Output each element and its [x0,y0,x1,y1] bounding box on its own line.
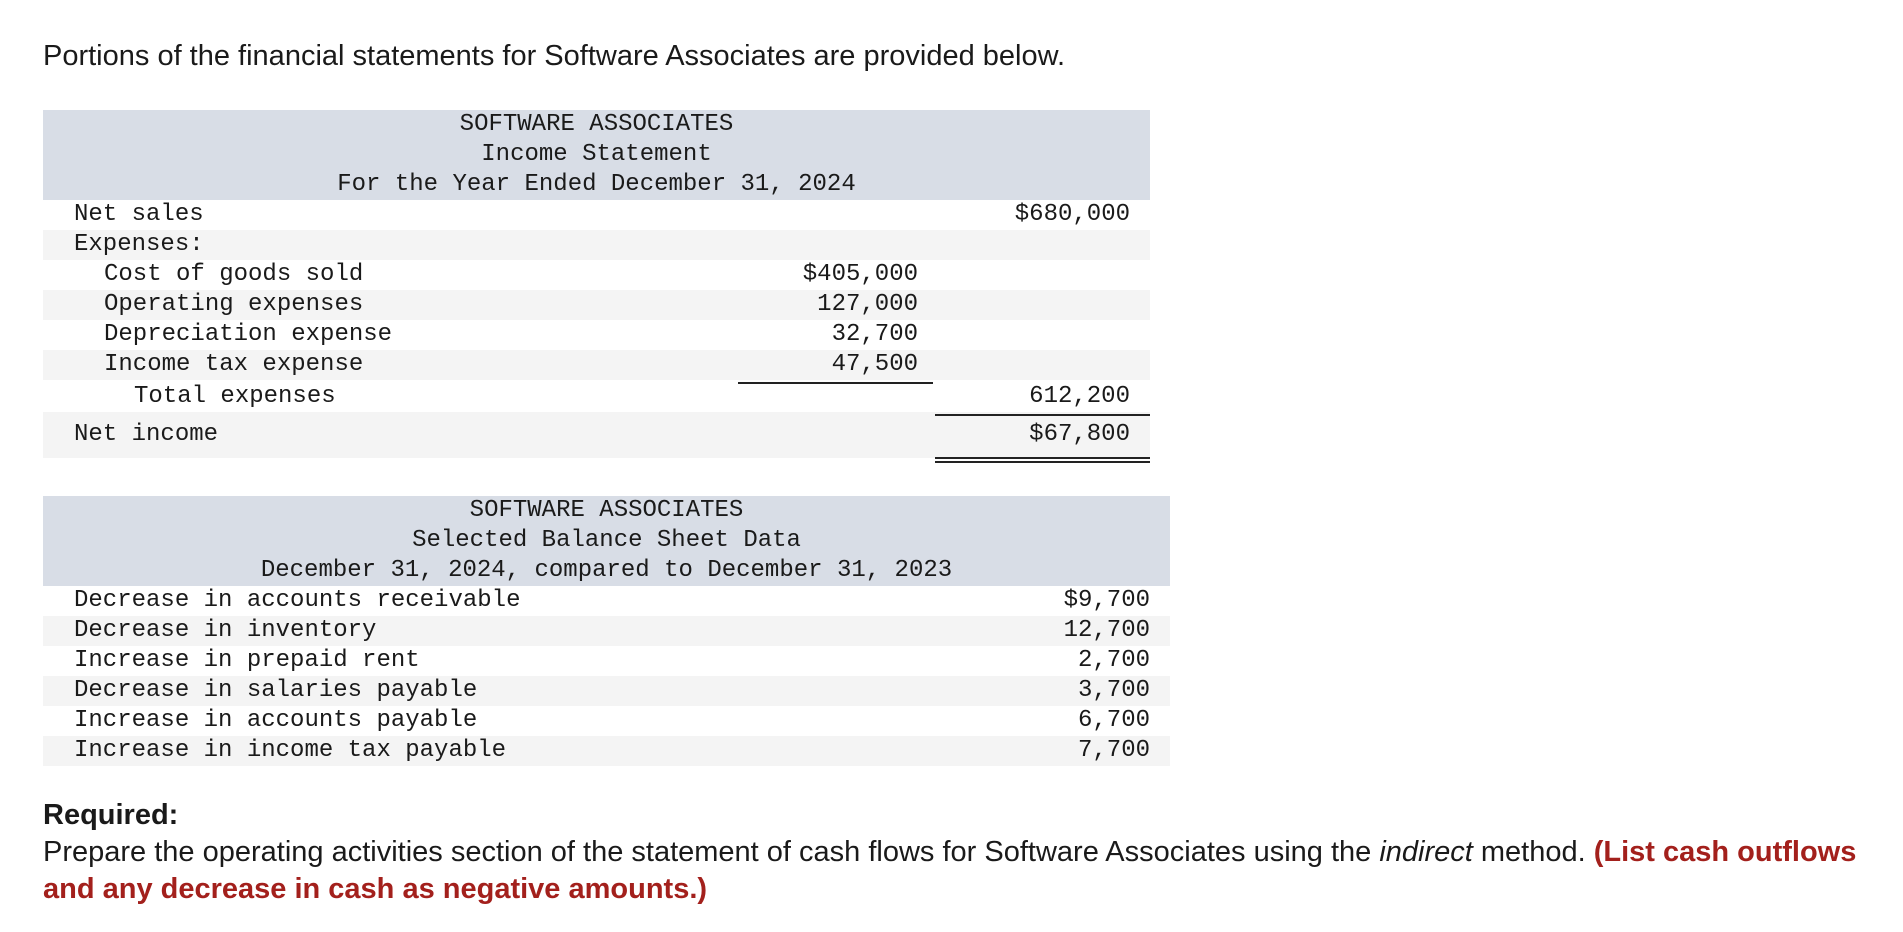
required-method: indirect [1379,836,1473,868]
balance-row: Decrease in inventory 12,700 [43,616,1170,646]
total-expenses-value: 612,200 [1029,383,1130,410]
balance-value: 12,700 [1063,617,1150,644]
company-name: SOFTWARE ASSOCIATES [459,111,734,138]
balance-sheet-header: SOFTWARE ASSOCIATES Selected Balance She… [43,496,1170,586]
balance-row: Decrease in accounts receivable $9,700 [43,586,1170,616]
income-statement-header: SOFTWARE ASSOCIATES Income Statement For… [43,110,1150,200]
balance-label: Decrease in accounts receivable [74,587,521,614]
required-note: (List cash outflows and any decrease in … [43,836,1857,905]
required-title: Required: [43,799,179,831]
statement-title: Income Statement [481,141,712,168]
net-income-label: Net income [74,421,219,448]
balance-value: 2,700 [1077,647,1150,674]
income-statement-table: SOFTWARE ASSOCIATES Income Statement For… [43,110,1150,458]
balance-row: Increase in income tax payable 7,700 [43,736,1170,766]
balance-row: Decrease in salaries payable 3,700 [43,676,1170,706]
net-income-row: Net income $67,800 [43,412,1150,458]
balance-label: Increase in prepaid rent [74,647,420,674]
balance-label: Decrease in inventory [74,617,377,644]
net-sales-label: Net sales [74,201,204,228]
balance-label: Decrease in salaries payable [74,677,478,704]
net-sales-value: $680,000 [1014,201,1130,228]
balance-row: Increase in prepaid rent 2,700 [43,646,1170,676]
expense-value: 47,500 [831,351,918,378]
expense-row: Cost of goods sold $405,000 [43,260,1150,290]
balance-value: 3,700 [1077,677,1150,704]
balance-value: 6,700 [1077,707,1150,734]
expense-row: Income tax expense 47,500 [43,350,1150,380]
statement-period: For the Year Ended December 31, 2024 [337,171,856,198]
required-section: Required: Prepare the operating activiti… [43,797,1893,908]
expense-label: Cost of goods sold [104,261,364,288]
balance-value: $9,700 [1063,587,1150,614]
expenses-heading-row: Expenses: [43,230,1150,260]
statement-title: Selected Balance Sheet Data [412,527,801,554]
expense-label: Operating expenses [104,291,364,318]
total-expenses-row: Total expenses 612,200 [43,380,1150,412]
total-expenses-label: Total expenses [134,383,336,410]
subtotal-underline [738,382,933,384]
balance-sheet-table: SOFTWARE ASSOCIATES Selected Balance She… [43,496,1170,766]
expense-value: $405,000 [802,261,918,288]
statement-period: December 31, 2024, compared to December … [260,557,953,584]
expense-value: 127,000 [817,291,918,318]
intro-text: Portions of the financial statements for… [43,40,1065,72]
net-income-double-underline [935,457,1150,463]
expense-label: Income tax expense [104,351,364,378]
company-name: SOFTWARE ASSOCIATES [469,497,744,524]
expense-row: Operating expenses 127,000 [43,290,1150,320]
required-text-after: method. [1472,836,1594,868]
expense-label: Depreciation expense [104,321,393,348]
balance-row: Increase in accounts payable 6,700 [43,706,1170,736]
net-sales-row: Net sales $680,000 [43,200,1150,230]
balance-label: Increase in income tax payable [74,737,507,764]
required-text: Prepare the operating activities section… [43,836,1380,868]
expense-row: Depreciation expense 32,700 [43,320,1150,350]
total-expenses-underline [935,414,1150,416]
expense-value: 32,700 [831,321,918,348]
expenses-label: Expenses: [74,231,204,258]
net-income-value: $67,800 [1029,421,1130,448]
balance-label: Increase in accounts payable [74,707,478,734]
balance-value: 7,700 [1077,737,1150,764]
